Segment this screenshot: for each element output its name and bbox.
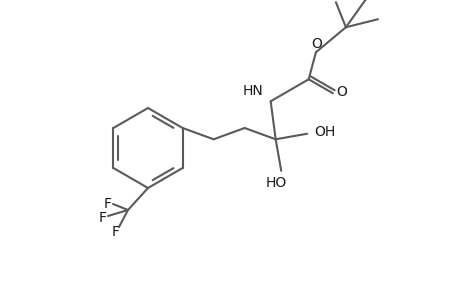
Text: OH: OH [314,125,335,139]
Text: O: O [311,37,322,51]
Text: HN: HN [242,84,263,98]
Text: HO: HO [265,176,286,190]
Text: O: O [336,85,347,99]
Text: F: F [112,225,120,239]
Text: F: F [99,211,107,225]
Text: F: F [104,197,112,211]
